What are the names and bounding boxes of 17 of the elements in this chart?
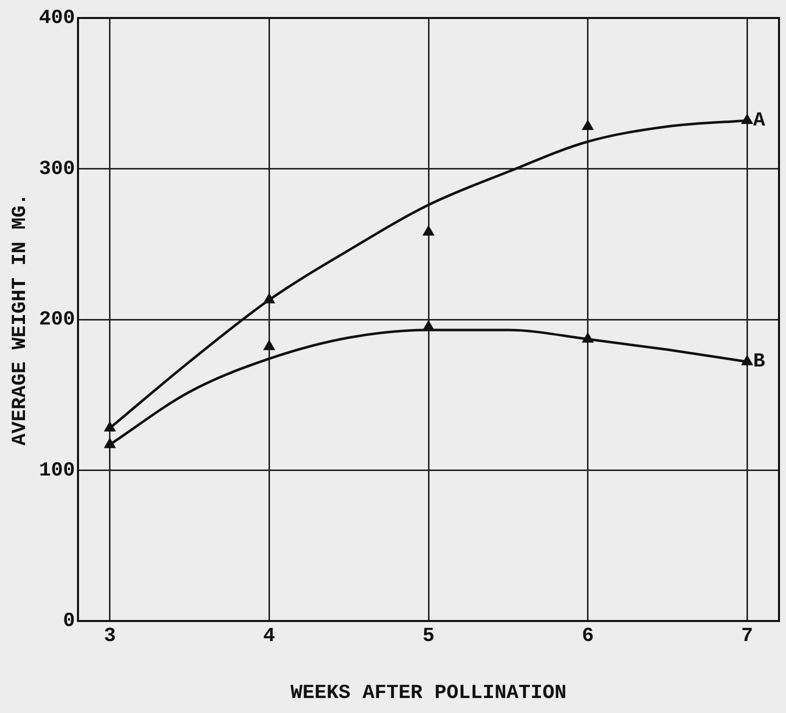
point <box>263 340 275 350</box>
series-label: B <box>753 350 766 374</box>
x-tick-label: 5 <box>422 625 435 648</box>
x-tick-label: 3 <box>104 625 116 648</box>
x-tick-label: 7 <box>741 625 754 648</box>
y-tick-label: 0 <box>62 610 76 634</box>
y-tick-label: 400 <box>38 7 76 30</box>
y-tick-label: 300 <box>38 158 76 181</box>
y-tick-label: 100 <box>38 459 76 482</box>
point <box>422 226 434 236</box>
y-axis-title: AVERAGE WEIGHT IN MG. <box>9 193 32 446</box>
x-tick-label: 4 <box>263 625 276 648</box>
y-tick-label: 200 <box>38 308 76 332</box>
series-label: A <box>753 110 766 133</box>
x-tick-label: 6 <box>582 625 594 648</box>
x-axis-title: WEEKS AFTER POLLINATION <box>290 682 567 706</box>
point <box>582 120 594 130</box>
